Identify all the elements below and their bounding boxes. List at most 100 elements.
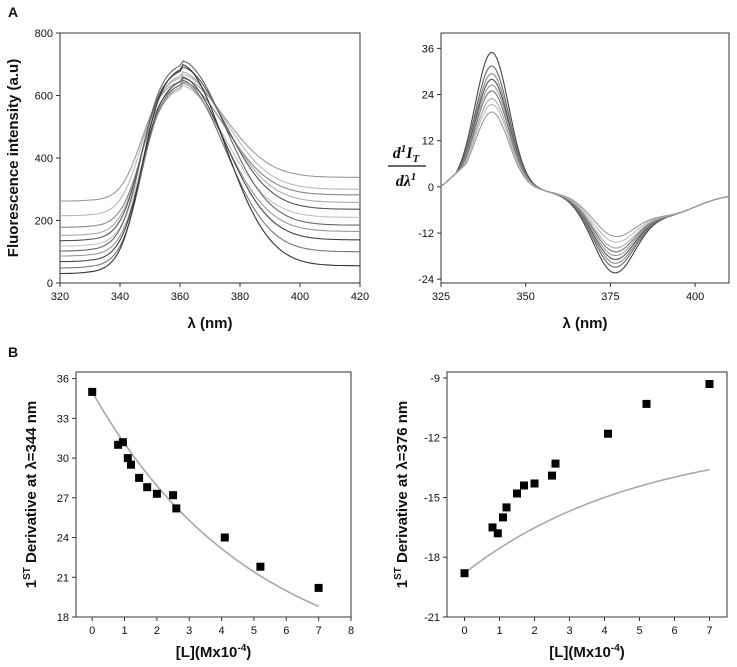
data-point xyxy=(705,380,714,388)
data-point xyxy=(642,399,651,408)
plot-frame xyxy=(446,371,728,618)
x-tick-label: 3 xyxy=(566,625,572,637)
y-tick-label: 21 xyxy=(57,572,69,584)
y-axis-label-fraction: d1IT dλ1 xyxy=(388,143,426,190)
x-tick-label: 4 xyxy=(219,625,225,637)
x-tick-label: 8 xyxy=(348,625,354,637)
x-tick-label: 420 xyxy=(351,291,369,303)
x-tick-label: 400 xyxy=(686,291,704,303)
data-point xyxy=(143,483,152,492)
x-tick-label: 3 xyxy=(186,625,192,637)
x-tick-label: 2 xyxy=(154,625,160,637)
panel-label-a: A xyxy=(8,4,18,20)
y-tick-label: 800 xyxy=(35,28,53,40)
spectrum-line xyxy=(60,63,361,275)
x-tick-label: 7 xyxy=(706,625,712,637)
y-tick-labels: 18 21 24 27 30 33 36 xyxy=(57,374,76,624)
series-group xyxy=(440,51,730,274)
data-point xyxy=(314,583,323,592)
y-tick-label: 200 xyxy=(35,216,53,228)
y-tick-labels: -24 -12 0 12 24 36 xyxy=(418,43,441,286)
data-point xyxy=(460,569,469,578)
x-tick-labels: 0 1 2 3 4 5 6 7 xyxy=(461,617,713,637)
y-tick-label: -12 xyxy=(418,228,434,240)
spectrum-line xyxy=(60,60,360,252)
x-tick-label: 7 xyxy=(316,625,322,637)
derivative-376-scatter-chart: 0 1 2 3 4 5 6 7 -21 -18 -15 -12 -9 [L](Mx10-4) 1ST … xyxy=(393,371,728,661)
y-axis-label: 1ST Derivative at λ=344 nm xyxy=(22,401,40,588)
y-tick-labels: 0 200 400 600 800 xyxy=(35,28,60,290)
y-tick-labels: -21 -18 -15 -12 -9 xyxy=(424,373,447,624)
x-tick-label: 400 xyxy=(291,291,309,303)
first-derivative-spectra-chart: 325 350 375 400 -24 -12 0 12 24 36 λ (nm) d1IT d… xyxy=(388,32,730,332)
y-tick-label: -9 xyxy=(430,373,440,385)
x-tick-label: 340 xyxy=(111,291,129,303)
x-tick-labels: 0 1 2 3 4 5 6 7 8 xyxy=(89,617,354,637)
spectrum-line xyxy=(60,82,360,257)
x-tick-label: 360 xyxy=(171,291,189,303)
data-point xyxy=(127,460,135,469)
data-point xyxy=(114,440,123,449)
y-tick-label: -12 xyxy=(424,433,440,445)
x-tick-label: 375 xyxy=(601,291,619,303)
data-point xyxy=(88,387,97,396)
y-tick-label: -21 xyxy=(424,612,440,624)
data-point xyxy=(499,513,507,522)
spectrum-line xyxy=(60,79,360,269)
y-tick-label: 36 xyxy=(422,43,434,55)
y-tick-label: 27 xyxy=(57,493,69,505)
data-point xyxy=(172,504,181,513)
spectrum-line xyxy=(60,66,360,242)
x-tick-label: 5 xyxy=(251,625,257,637)
x-tick-label: 5 xyxy=(636,625,642,637)
y-tick-label: 0 xyxy=(47,278,53,290)
x-tick-label: 1 xyxy=(496,625,502,637)
y-tick-label: 30 xyxy=(57,453,69,465)
x-tick-labels: 320 340 360 380 400 420 xyxy=(51,283,369,303)
data-point xyxy=(530,479,539,488)
x-tick-label: 6 xyxy=(671,625,677,637)
x-axis-label: λ (nm) xyxy=(563,315,608,332)
data-point xyxy=(220,533,229,542)
data-point xyxy=(118,438,127,447)
data-point xyxy=(488,523,497,532)
y-axis-label: Fluorescence intensity (a.u) xyxy=(5,59,22,257)
data-point xyxy=(548,471,556,480)
x-axis-label: λ (nm) xyxy=(188,315,233,332)
data-point xyxy=(152,489,161,498)
y-tick-label: 33 xyxy=(57,413,69,425)
panel-label-b: B xyxy=(8,344,18,360)
x-axis-label: [L](Mx10-4) xyxy=(176,643,252,661)
data-point xyxy=(135,473,144,482)
x-tick-label: 350 xyxy=(517,291,535,303)
x-tick-label: 320 xyxy=(51,291,69,303)
x-tick-label: 1 xyxy=(121,625,127,637)
y-tick-label: 36 xyxy=(57,374,69,386)
data-points xyxy=(460,380,714,578)
data-point xyxy=(520,481,528,490)
spectrum-line xyxy=(60,76,360,263)
derivative-344-scatter-chart: 0 1 2 3 4 5 6 7 8 18 21 24 27 30 33 36 [L](Mx10-4) 1ST… xyxy=(22,371,354,661)
data-points xyxy=(88,387,323,592)
y-tick-label: -24 xyxy=(418,274,434,286)
y-tick-label: 400 xyxy=(35,153,53,165)
plot-frame xyxy=(75,371,352,618)
x-tick-label: 380 xyxy=(231,291,249,303)
data-point xyxy=(513,489,521,498)
x-tick-label: 325 xyxy=(432,291,450,303)
x-tick-label: 4 xyxy=(601,625,607,637)
x-tick-label: 6 xyxy=(283,625,289,637)
data-point xyxy=(493,529,502,538)
x-tick-label: 2 xyxy=(531,625,537,637)
y-tick-label: 0 xyxy=(428,182,434,194)
data-point xyxy=(604,429,612,438)
y-axis-label: 1ST Derivative at λ=376 nm xyxy=(393,401,411,588)
plot-frame xyxy=(440,32,730,284)
y-tick-label: 18 xyxy=(57,612,69,624)
y-tick-label: 24 xyxy=(422,90,434,102)
data-point xyxy=(502,503,511,512)
data-point xyxy=(551,459,560,468)
derivative-line xyxy=(440,111,730,238)
